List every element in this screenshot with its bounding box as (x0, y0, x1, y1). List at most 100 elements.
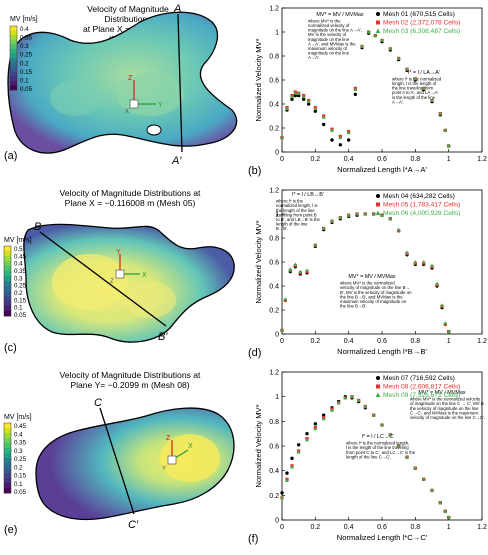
colorbar-tick-label: 0.4 (20, 26, 29, 33)
data-point (285, 478, 289, 483)
colorbar-tick-label: 0.3 (14, 275, 23, 282)
x-tick-label: 0.4 (344, 338, 354, 345)
annotation-line: l* = l / LB→B′ (292, 192, 324, 198)
legend-label: Mesh 01 (670,515 Cells) (383, 11, 455, 18)
colorbar-swatch (4, 483, 11, 489)
x-tick-label: 0.6 (377, 156, 387, 163)
y-axis-label: Normalized Velocity MV* (254, 220, 263, 303)
data-point (363, 212, 368, 216)
annotation-line: normalized velocity of (308, 23, 350, 28)
colorbar: MV [m/s] 0.4 0.350.3 0.250.2 0.150.1 0.05 (9, 16, 38, 93)
colorbar-tick-label: 0.2 (20, 60, 29, 67)
data-point (296, 443, 301, 447)
data-point (360, 44, 364, 48)
x-tick-label: 0.6 (377, 338, 387, 345)
y-tick-label: 0.8 (269, 54, 279, 61)
colorbar-tick-label: 0.05 (14, 312, 27, 319)
sample-line (39, 231, 167, 327)
data-point (430, 98, 434, 102)
svg-text:Z: Z (166, 435, 171, 442)
y-tick-label: 1 (275, 30, 279, 37)
panel-label: (f) (248, 533, 258, 545)
svg-text:X: X (142, 272, 147, 279)
data-point (313, 426, 318, 431)
data-point (285, 471, 289, 475)
annotation-line: A→A′. (308, 55, 320, 60)
annotation-line: A→A′. (392, 99, 404, 104)
data-point (338, 143, 343, 147)
x-tick-label: 1 (447, 338, 451, 345)
data-point (356, 398, 361, 402)
data-point (396, 56, 401, 60)
panel-label: (b) (248, 165, 261, 177)
colorbar-title: MV [m/s] (10, 16, 38, 23)
data-point (293, 91, 298, 95)
equation-annotation: l* = l / LA→A′where l* is the normalized… (392, 70, 442, 104)
colorbar-tick-label: 0.4 (14, 431, 23, 438)
annotation-line: traveling from point B (276, 212, 317, 217)
annotation-line: the line traveling from (392, 86, 433, 91)
x-tick-label: 1 (447, 524, 451, 531)
line-start-label: B (34, 221, 41, 233)
svg-text:X: X (125, 109, 129, 115)
data-point (380, 423, 384, 427)
x-tick-label: 0.2 (310, 524, 320, 531)
data-point (430, 488, 434, 492)
chart-panel-d: 0 0.2 0.4 0.6 0.8 1 1.2 0 0.2 0.4 0.6 0.8 1 1.2 Normal… (244, 182, 488, 364)
legend-label: Mesh 02 (2,372,078 Cells) (383, 20, 460, 27)
colorbar-swatch (10, 85, 17, 91)
y-tick-label: 0.4 (269, 102, 279, 109)
data-point (405, 455, 409, 459)
x-tick-label: 0.8 (410, 338, 420, 345)
colorbar-swatch (10, 58, 17, 63)
legend-label: Mesh 08 (2,606,817 Cells) (383, 384, 460, 391)
legend-marker (376, 194, 380, 198)
colorbar-tick-label: 0.15 (14, 473, 27, 480)
colorbar-tick-label: 0.2 (14, 290, 23, 297)
colorbar-swatch (10, 30, 17, 36)
colorbar-tick-label: 0.2 (14, 464, 23, 471)
equation-annotation: l* = l / LB→B′where l* is thenormalized … (276, 192, 324, 231)
svg-text:Y: Y (116, 249, 121, 256)
legend-label: Mesh 04 (634,282 Cells) (383, 193, 455, 200)
legend: Mesh 01 (670,515 Cells) Mesh 02 (2,372,07… (375, 11, 460, 35)
contour-figure: B B′ Y X Z MV [m/s] 0.50.450.40.350.30.2… (3, 221, 235, 343)
y-tick-label: 0 (275, 150, 279, 157)
data-point (421, 260, 426, 264)
annotation-line: MV* = MV / MVMax (348, 274, 395, 280)
colorbar-swatch (10, 35, 17, 41)
colorbar-swatch (10, 67, 17, 73)
y-tick-label: 0.8 (269, 236, 279, 243)
data-point (305, 437, 309, 442)
contour-figure: A A′ Z Y X MV [m/s] 0.4 0.350.3 0.250.2 0.1… (7, 3, 238, 167)
colorbar-tick-label: 0.25 (14, 456, 27, 463)
colorbar-swatch (10, 53, 17, 59)
data-point (296, 450, 301, 454)
equation-annotation: l* = l / LC→C′where l* is the normalized… (346, 434, 416, 459)
colorbar-swatch (4, 256, 11, 262)
y-axis-label: Normalized Velocity MV* (254, 38, 263, 121)
panel-label: (e) (4, 524, 18, 536)
annotation-line: where l* is the normalized length, (346, 441, 409, 446)
annotation-line: MV* = MV / MVMax (418, 390, 465, 396)
sample-line (99, 407, 135, 515)
y-tick-label: 0.2 (269, 126, 279, 133)
colorbar-swatch (4, 266, 11, 272)
y-tick-label: 1.2 (269, 6, 279, 13)
colorbar-tick-label: 0.4 (14, 261, 23, 268)
svg-text:Z: Z (110, 279, 114, 285)
colorbar-tick-label: 0.25 (20, 52, 33, 59)
data-point (288, 267, 293, 271)
data-point (321, 122, 326, 127)
legend-label: Mesh 09 (7,526,671 Cells) (383, 392, 460, 399)
colorbar-swatch (4, 286, 11, 292)
annotation-line: length of the line (276, 222, 308, 227)
data-point (330, 219, 334, 223)
x-tick-label: 0 (280, 338, 284, 345)
data-point (405, 250, 409, 254)
colorbar-swatch (4, 448, 11, 454)
annotation-line: magnitude on the line (308, 50, 350, 55)
data-point (350, 394, 354, 399)
data-point (313, 422, 318, 426)
